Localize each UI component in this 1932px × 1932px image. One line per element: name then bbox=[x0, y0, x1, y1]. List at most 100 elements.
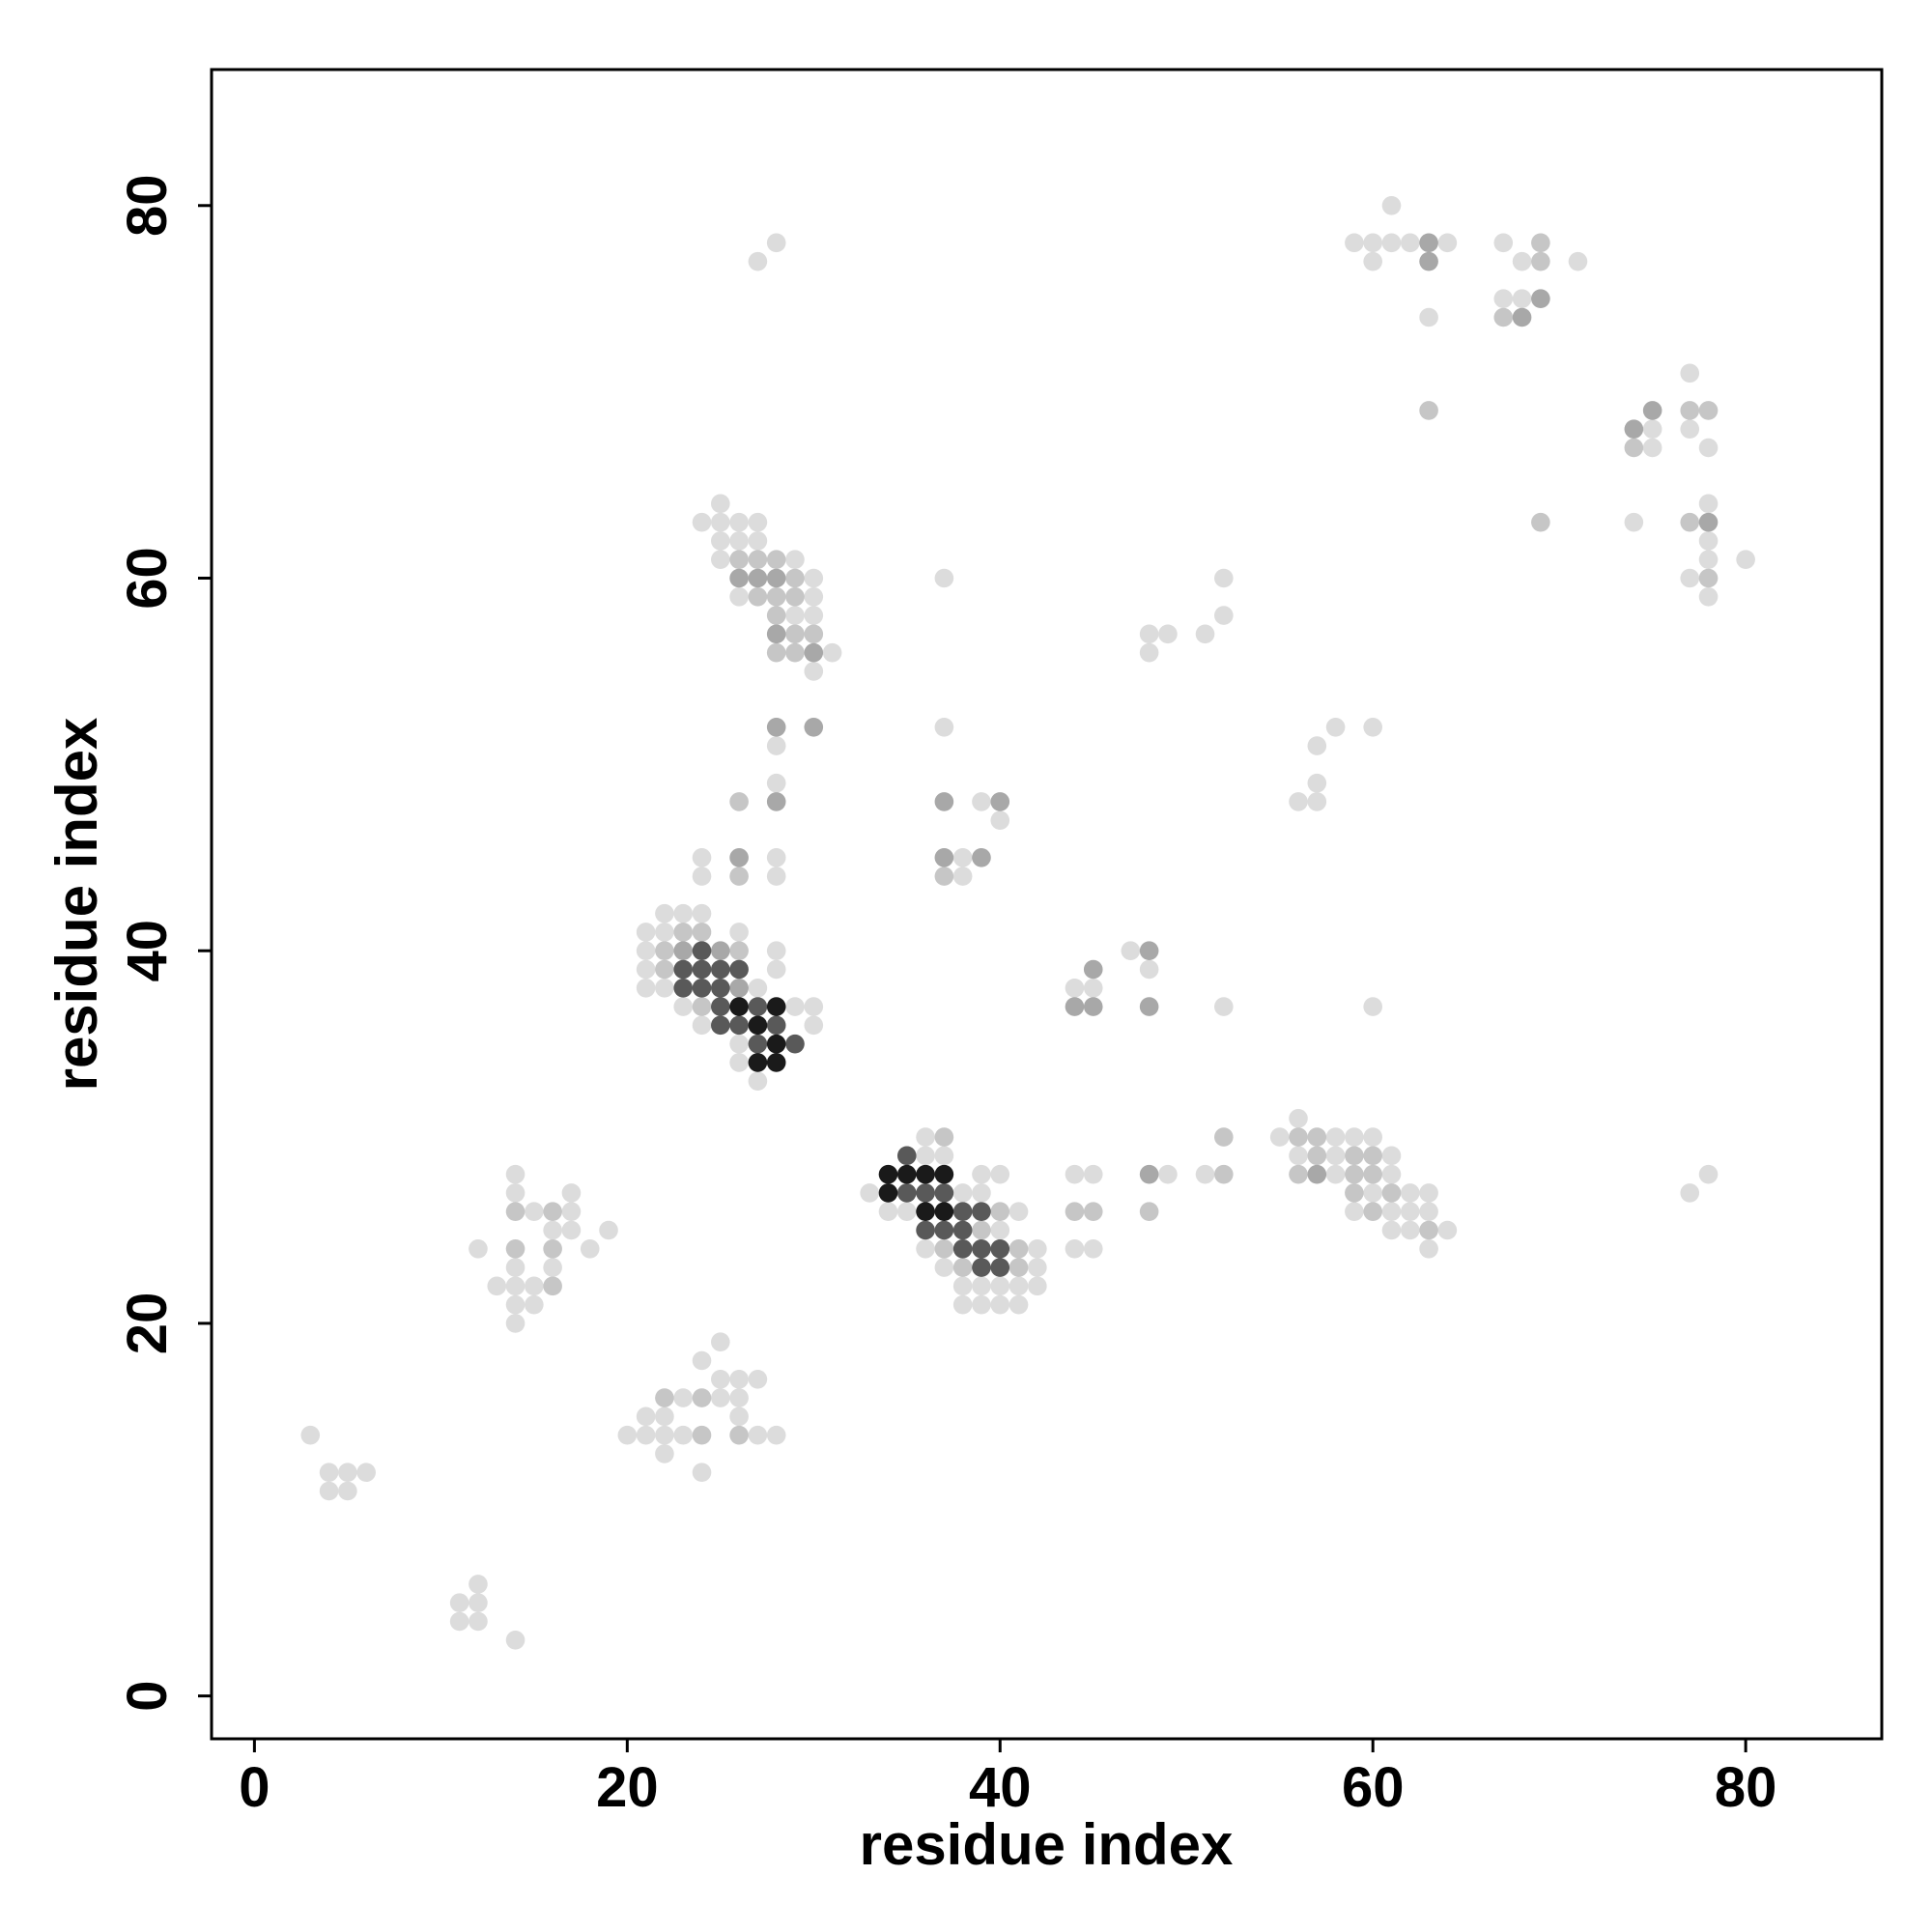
point bbox=[952, 1202, 973, 1222]
point bbox=[785, 606, 805, 625]
point bbox=[934, 1202, 954, 1222]
point bbox=[711, 978, 730, 998]
y-tick-label: 60 bbox=[116, 547, 179, 610]
point bbox=[1065, 997, 1085, 1016]
point bbox=[748, 550, 768, 570]
point bbox=[1512, 307, 1532, 327]
point bbox=[1009, 1238, 1029, 1259]
point bbox=[1345, 1146, 1364, 1166]
point bbox=[1325, 1146, 1346, 1166]
point bbox=[766, 792, 786, 811]
point bbox=[916, 1146, 935, 1166]
point bbox=[711, 512, 730, 532]
point bbox=[1028, 1276, 1047, 1296]
point bbox=[729, 1388, 749, 1407]
point bbox=[990, 792, 1010, 811]
point bbox=[1363, 1127, 1382, 1147]
point bbox=[766, 959, 786, 980]
point bbox=[692, 867, 712, 886]
point bbox=[561, 1202, 582, 1222]
point bbox=[1139, 1202, 1159, 1222]
point bbox=[1195, 1164, 1215, 1184]
point bbox=[300, 1425, 321, 1445]
point bbox=[505, 1294, 526, 1315]
point bbox=[617, 1425, 638, 1445]
point bbox=[673, 997, 694, 1016]
point bbox=[692, 959, 712, 980]
point bbox=[729, 923, 749, 942]
point bbox=[1009, 1258, 1029, 1277]
point bbox=[692, 1350, 712, 1371]
point bbox=[916, 1127, 935, 1147]
point bbox=[1307, 736, 1327, 755]
point bbox=[1345, 233, 1364, 253]
point bbox=[711, 550, 730, 570]
point bbox=[934, 568, 954, 588]
point bbox=[896, 1164, 917, 1184]
point bbox=[729, 997, 749, 1016]
point bbox=[655, 923, 674, 942]
point bbox=[711, 1369, 730, 1389]
point bbox=[1363, 997, 1382, 1016]
point bbox=[692, 978, 712, 998]
point bbox=[1083, 1164, 1103, 1184]
point bbox=[952, 1258, 973, 1277]
point bbox=[729, 550, 749, 570]
point bbox=[972, 847, 991, 867]
point bbox=[896, 1146, 917, 1166]
point bbox=[1065, 1164, 1085, 1184]
point bbox=[934, 1127, 954, 1147]
point bbox=[1698, 586, 1719, 607]
point bbox=[1363, 717, 1382, 737]
point bbox=[673, 941, 694, 961]
point bbox=[952, 1276, 973, 1296]
point bbox=[1680, 419, 1700, 440]
point bbox=[356, 1463, 376, 1483]
point bbox=[692, 903, 712, 923]
point bbox=[1642, 401, 1662, 420]
point bbox=[972, 1164, 991, 1184]
point bbox=[1698, 531, 1719, 551]
point bbox=[1400, 1220, 1420, 1240]
point bbox=[1698, 494, 1719, 514]
point bbox=[1493, 289, 1514, 309]
point bbox=[1624, 512, 1644, 532]
point bbox=[766, 606, 786, 625]
point bbox=[1325, 717, 1346, 737]
point bbox=[1307, 773, 1327, 793]
point bbox=[525, 1202, 544, 1222]
point bbox=[1345, 1164, 1364, 1184]
point bbox=[1139, 997, 1159, 1016]
point bbox=[655, 1406, 674, 1427]
point bbox=[952, 1294, 973, 1315]
point bbox=[1214, 568, 1234, 588]
point bbox=[599, 1220, 618, 1240]
x-tick-label: 60 bbox=[1342, 1756, 1405, 1819]
point bbox=[1419, 233, 1438, 253]
point bbox=[1363, 1202, 1382, 1222]
point bbox=[469, 1593, 488, 1613]
point bbox=[1512, 289, 1532, 309]
point bbox=[748, 1425, 768, 1445]
point bbox=[1289, 1164, 1308, 1184]
point bbox=[1158, 1164, 1178, 1184]
point bbox=[952, 1220, 973, 1240]
point bbox=[766, 867, 786, 886]
point bbox=[561, 1220, 582, 1240]
point bbox=[934, 1146, 954, 1166]
point bbox=[673, 1388, 694, 1407]
point bbox=[692, 1463, 712, 1483]
point bbox=[766, 941, 786, 961]
point bbox=[543, 1276, 562, 1296]
point bbox=[505, 1314, 526, 1333]
point bbox=[636, 978, 656, 998]
point bbox=[748, 1369, 768, 1389]
point bbox=[1139, 959, 1159, 980]
point bbox=[525, 1276, 544, 1296]
point bbox=[766, 997, 786, 1016]
point bbox=[1680, 568, 1700, 588]
point bbox=[338, 1481, 357, 1501]
point bbox=[729, 867, 749, 886]
point bbox=[505, 1630, 526, 1650]
point bbox=[1736, 550, 1755, 570]
